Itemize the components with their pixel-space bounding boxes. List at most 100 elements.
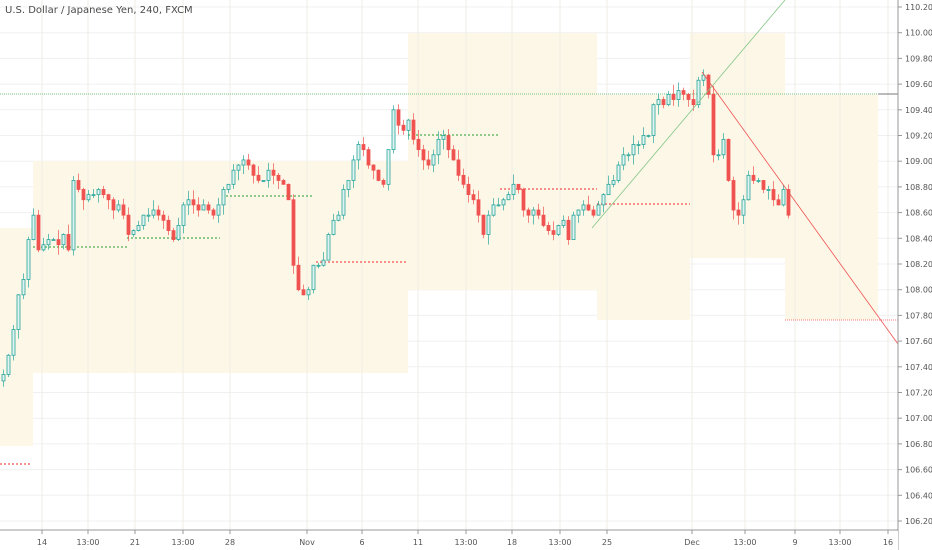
y-tick-label: 109.600 <box>905 80 932 89</box>
candle-body <box>46 239 51 246</box>
candle-body <box>76 180 81 190</box>
y-tick-label: 106.200 <box>905 517 932 526</box>
candle-body <box>416 138 421 151</box>
candle <box>786 184 791 219</box>
candle <box>126 207 131 242</box>
candle-body <box>371 164 376 171</box>
candle-body <box>601 194 606 206</box>
candles <box>1 69 791 387</box>
candle <box>256 166 261 184</box>
candle-body <box>786 189 791 216</box>
y-tick-label: 108.800 <box>905 183 932 192</box>
candle-body <box>431 154 436 166</box>
candle-body <box>366 149 371 166</box>
candle <box>476 190 481 223</box>
candle <box>146 208 151 222</box>
y-tick-label: 109.800 <box>905 54 932 63</box>
green-trendline[interactable] <box>591 0 786 229</box>
candle <box>696 76 701 109</box>
candle <box>351 155 356 189</box>
candle <box>526 207 531 223</box>
x-tick-label: 25 <box>602 538 612 547</box>
candle-body <box>346 180 351 190</box>
candle <box>76 173 81 193</box>
candle <box>46 233 51 250</box>
candle-body <box>386 149 391 185</box>
candle-body <box>261 180 266 182</box>
candle <box>236 164 241 181</box>
candle <box>661 96 666 109</box>
red-trendline[interactable] <box>701 71 899 345</box>
candle <box>366 146 371 169</box>
y-tick-label: 108.000 <box>905 286 932 295</box>
candle <box>431 149 436 173</box>
candle <box>491 198 496 217</box>
candle <box>521 187 526 217</box>
candle <box>216 197 221 223</box>
candle-body <box>101 189 106 196</box>
price-axis-bg[interactable] <box>898 0 932 550</box>
candle-body <box>671 93 676 100</box>
candle <box>321 252 326 267</box>
candle <box>21 273 26 300</box>
candle <box>296 256 301 292</box>
candle-body <box>336 214 341 221</box>
x-tick-label: 13:00 <box>454 538 477 547</box>
candle <box>226 183 231 194</box>
y-tick-label: 109.000 <box>905 157 932 166</box>
candle <box>716 149 721 161</box>
candle-body <box>11 329 16 356</box>
chart-title: U.S. Dollar / Japanese Yen, 240, FXCM <box>5 5 193 16</box>
candle-body <box>146 214 151 217</box>
candle <box>31 208 36 241</box>
candle-body <box>756 180 761 182</box>
candle-body <box>41 244 46 251</box>
y-tick-label: 108.200 <box>905 260 932 269</box>
candle <box>436 131 441 165</box>
candle-body <box>111 199 116 211</box>
candle <box>761 179 766 194</box>
candle-body <box>246 159 251 166</box>
candle <box>671 84 676 106</box>
candle <box>441 129 446 150</box>
candle <box>91 188 96 199</box>
candle-body <box>661 99 666 106</box>
candle <box>71 176 76 256</box>
price-axis-labels: 110.200 110.000 109.800 109.600 109.400 109.2… <box>898 3 932 526</box>
y-tick-label: 110.200 <box>905 3 932 12</box>
candle <box>516 183 521 194</box>
x-tick-label: 16 <box>883 538 893 547</box>
candle <box>411 113 416 145</box>
candle <box>346 180 351 198</box>
candle <box>341 184 346 220</box>
candle <box>721 133 726 159</box>
candle <box>596 200 601 216</box>
candle-body <box>151 209 156 216</box>
x-tick-label: 13:00 <box>548 538 571 547</box>
candle <box>36 210 41 253</box>
candle <box>16 294 21 339</box>
candle-body <box>501 199 506 206</box>
x-tick-label: 13:00 <box>733 538 756 547</box>
candle <box>711 85 716 163</box>
candle <box>481 214 486 239</box>
y-tick-label: 110.000 <box>905 29 932 38</box>
vertical-grid <box>41 0 889 530</box>
weekly-range-boxes <box>0 33 878 446</box>
candle-body <box>491 204 496 216</box>
candle <box>571 211 576 240</box>
candle-body <box>471 194 476 201</box>
time-axis-bg[interactable] <box>0 531 898 550</box>
candle <box>121 198 126 220</box>
candle <box>651 103 656 143</box>
candle <box>371 164 376 180</box>
candle <box>566 216 571 245</box>
candle <box>426 150 431 170</box>
candle <box>266 162 271 188</box>
candle <box>96 187 101 203</box>
candle-body <box>361 144 366 151</box>
candle-body <box>391 109 396 151</box>
x-tick-label: 28 <box>225 538 235 547</box>
candle <box>776 194 781 206</box>
